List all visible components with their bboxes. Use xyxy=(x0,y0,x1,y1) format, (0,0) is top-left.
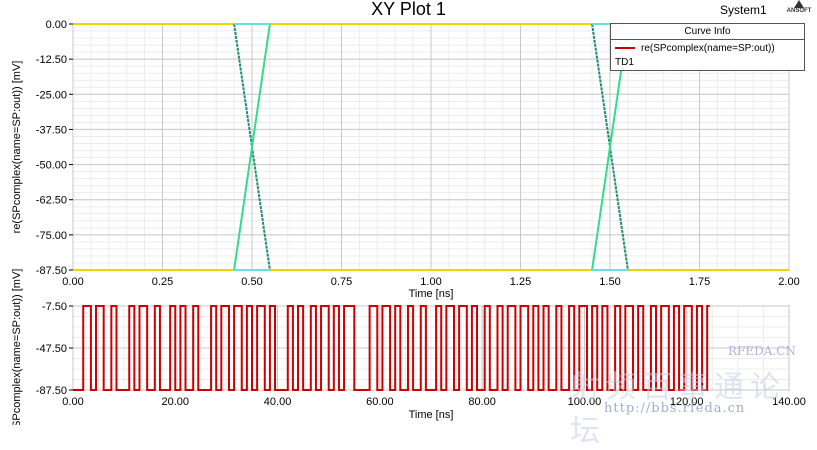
plot1-rising-edge xyxy=(233,23,271,271)
plot-title: XY Plot 1 xyxy=(371,0,446,19)
watermark-url: http://bbs.rfeda.cn xyxy=(604,401,746,416)
plot1-x-tick-label: 2.00 xyxy=(778,276,799,288)
plot1-x-tick-label: 1.25 xyxy=(510,276,531,288)
ansoft-logo-text: ANSOFT xyxy=(786,8,812,14)
plot1-x-tick-label: 1.75 xyxy=(689,276,710,288)
plot1-x-axis-label: Time [ns] xyxy=(409,288,454,300)
plot1-y-tick-label: -87.50 xyxy=(36,265,67,277)
plot2-bitstream-trace xyxy=(73,305,710,391)
plot2-x-tick-label: 100.00 xyxy=(568,396,602,408)
watermark-site: RFEDA.CN xyxy=(728,344,796,358)
project-name: System1 xyxy=(720,3,767,17)
plot2-x-tick-label: 140.00 xyxy=(772,396,806,408)
plot1-x-tick-label: 0.00 xyxy=(62,276,83,288)
plot2-x-tick-label: 0.00 xyxy=(62,396,83,408)
plot1-y-tick-label: -25.00 xyxy=(36,89,67,101)
plot1-y-tick-label: 0.00 xyxy=(46,19,67,31)
plot1-x-tick-label: 1.50 xyxy=(599,276,620,288)
plot1-y-tick-label: -12.50 xyxy=(36,54,67,66)
plot2-x-axis-label: Time [ns] xyxy=(409,409,454,421)
plot2-x-tick-label: 60.00 xyxy=(366,396,394,408)
legend-swatch xyxy=(615,47,635,49)
plot1-y-axis-label: re(SPcomplex(name=SP:out)) [mV] xyxy=(11,61,23,234)
plot2-x-tick-label: 40.00 xyxy=(264,396,292,408)
plot1-x-tick-label: 0.25 xyxy=(152,276,173,288)
plot1-x-tick-label: 0.50 xyxy=(241,276,262,288)
plot2-y-tick-label: -7.50 xyxy=(42,301,67,313)
plot2-y-tick-label: -47.50 xyxy=(36,343,67,355)
ansoft-logo: ANSOFT xyxy=(784,0,814,14)
plot1-x-tick-label: 0.75 xyxy=(331,276,352,288)
curve-info-legend[interactable]: Curve Info re(SPcomplex(name=SP:out)) TD… xyxy=(610,23,805,71)
plot1-y-tick-label: -62.50 xyxy=(36,195,67,207)
plot2-x-tick-label: 120.00 xyxy=(670,396,704,408)
plot2-y-axis-label: re(SPcomplex(name=SP:out)) [mV] xyxy=(11,269,23,425)
legend-entry[interactable]: re(SPcomplex(name=SP:out)) xyxy=(611,40,804,56)
plot1-x-tick-label: 1.00 xyxy=(420,276,441,288)
plot1-y-tick-label: -37.50 xyxy=(36,124,67,136)
legend-entry-label: re(SPcomplex(name=SP:out)) xyxy=(641,42,775,54)
plot1-y-tick-label: -75.00 xyxy=(36,230,67,242)
plot2-x-tick-label: 80.00 xyxy=(468,396,496,408)
legend-sub-label: TD1 xyxy=(615,57,634,68)
watermark-chars: 射频百事通论坛 xyxy=(570,370,786,449)
plot2-x-tick-label: 20.00 xyxy=(162,396,190,408)
plot1-y-tick-label: -50.00 xyxy=(36,160,67,172)
ansoft-logo-icon xyxy=(794,0,804,8)
plot2-y-tick-label: -87.50 xyxy=(36,385,67,397)
legend-heading: Curve Info xyxy=(611,24,804,40)
